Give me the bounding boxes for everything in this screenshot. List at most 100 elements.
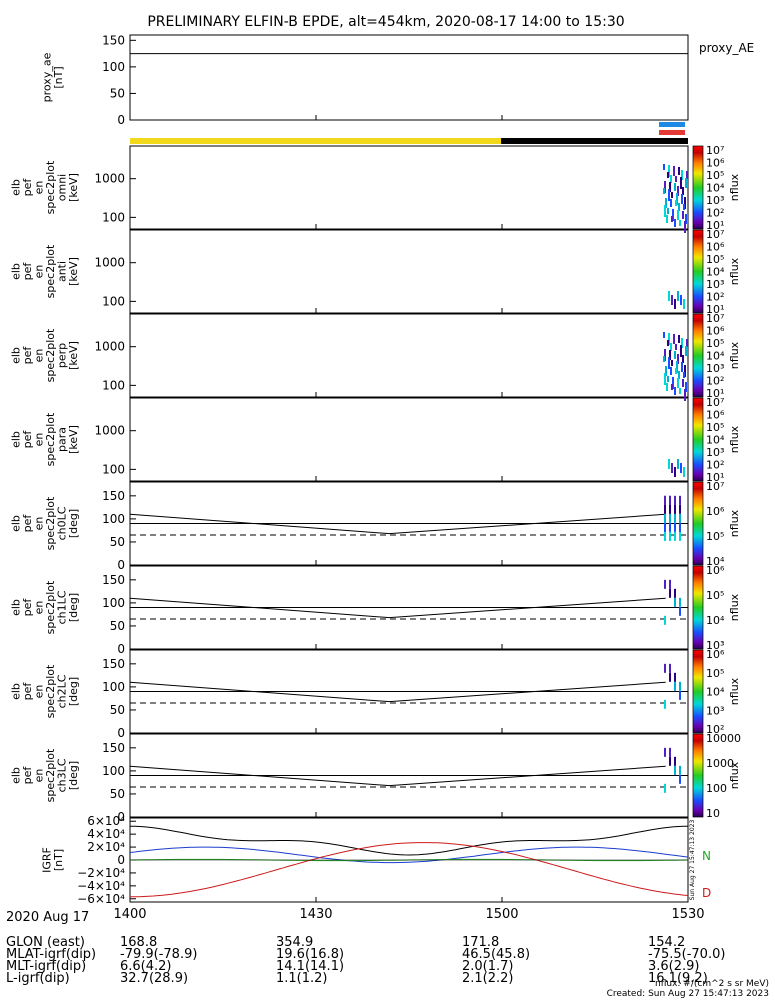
pitch-7-pixel xyxy=(664,663,666,673)
panel-8-tick-label: 150 xyxy=(102,741,125,755)
pitch-8-pixel xyxy=(679,765,681,775)
colorbar-3-tick: 10⁴ xyxy=(706,350,725,363)
colorbar-3-tick: 10³ xyxy=(706,362,724,375)
red-status-bar xyxy=(659,130,685,135)
panel-0-tick-label: 150 xyxy=(102,33,125,47)
panel-5-ylabel: pef xyxy=(21,514,34,533)
colorbar-2 xyxy=(692,229,704,314)
colorbar-2-tick: 10¹ xyxy=(706,303,724,316)
pitch-6-pixel xyxy=(664,579,666,589)
spectrogram-4-pixel xyxy=(680,463,682,473)
panel-1-tick-label: 100 xyxy=(102,210,125,224)
colorbar-1-tick: 10⁷ xyxy=(706,144,724,157)
pitch-5-pixel xyxy=(674,504,676,514)
colorbar-1-tick: 10³ xyxy=(706,194,724,207)
ephemeris-value: 6.6(4.2) xyxy=(120,959,172,974)
spectrogram-1-pixel xyxy=(684,197,686,209)
panel-7-ylabel: pef xyxy=(21,682,34,701)
spectrogram-3-pixel xyxy=(669,350,671,360)
spectrogram-3-pixel xyxy=(667,340,669,346)
ephemeris-value: 14.1(14.1) xyxy=(276,959,345,974)
panel-9-tick-label: 4×10⁴ xyxy=(87,827,125,841)
spectrogram-1-pixel xyxy=(682,211,684,219)
panel-0-tick-label: 50 xyxy=(110,86,125,100)
colorbar-8-tick: 100 xyxy=(706,782,727,795)
colorbar-4-tick: 10⁵ xyxy=(706,421,724,434)
panel-8-ylabel: en xyxy=(32,769,45,783)
proxy-ae-legend: proxy_AE xyxy=(699,41,754,55)
panel-9-tick-label: −6×10⁴ xyxy=(77,892,125,906)
spectrogram-1-pixel xyxy=(666,215,668,223)
pitch-5-pixel xyxy=(679,522,681,532)
panel-4-ylabel: para xyxy=(55,427,68,452)
colorbar-5-tick: 10⁴ xyxy=(706,555,725,568)
spectrogram-2-pixel xyxy=(677,291,679,301)
colorbar-1-tick: 10⁵ xyxy=(706,169,724,182)
spectrogram-3-pixel xyxy=(682,355,684,363)
panel-6-tick-label: 50 xyxy=(110,619,125,633)
colorbar-1-tick: 10² xyxy=(706,207,724,220)
panel-4-ylabel: pef xyxy=(21,430,34,449)
panel-9-ylabel: [nT] xyxy=(52,849,65,871)
pitch-5-pixel xyxy=(674,495,676,505)
spectrogram-1-pixel xyxy=(663,164,665,170)
pitch-5-pixel xyxy=(669,531,671,541)
panel-9-tick-label: −4×10⁴ xyxy=(77,879,125,893)
panel-frame-1 xyxy=(129,145,689,230)
ephemeris-value: -79.9(-78.9) xyxy=(120,947,198,962)
colorbar-7-tick: 10³ xyxy=(706,704,724,717)
colorbar-6-tick: 10⁶ xyxy=(706,564,725,577)
panel-3-ylabel: [keV] xyxy=(67,341,80,370)
panel-4-ylabel: elb xyxy=(9,431,22,448)
panel-8-ylabel: elb xyxy=(9,767,22,784)
pitch-6-pixel xyxy=(664,615,666,625)
spectrogram-3-pixel xyxy=(663,332,665,338)
loss-cone-line-8 xyxy=(129,765,666,787)
pitch-5-pixel xyxy=(674,522,676,532)
igrf-d-curve xyxy=(130,842,689,898)
igrf-legend-d: D xyxy=(702,886,711,900)
colorbar-4-tick: 10⁷ xyxy=(706,396,724,409)
panel-0-ylabel: [nT] xyxy=(52,66,65,88)
pitch-5-pixel xyxy=(664,495,666,505)
spectrogram-3-pixel xyxy=(666,383,668,391)
units-note: nflux: #/(cm^2 s sr MeV) xyxy=(655,979,769,989)
spectrogram-3-pixel xyxy=(671,384,673,390)
spectrogram-1-pixel xyxy=(686,171,688,179)
colorbar-2-label: nflux xyxy=(728,257,741,285)
colorbar-8-label: nflux xyxy=(728,761,741,789)
pitch-8-pixel xyxy=(669,756,671,766)
colorbar-8-tick: 1000 xyxy=(706,757,734,770)
pitch-6-pixel xyxy=(674,597,676,607)
spectrogram-1-pixel xyxy=(673,166,675,176)
spectrogram-2-pixel xyxy=(680,295,682,305)
pitch-8-pixel xyxy=(664,747,666,757)
spectrogram-2-pixel xyxy=(671,295,673,305)
spectrogram-1-pixel xyxy=(672,209,674,221)
colorbar-5-label: nflux xyxy=(728,509,741,537)
panel-3-ylabel: spec2plot xyxy=(44,328,57,382)
panel-frame-4 xyxy=(129,397,689,482)
igrf-n-curve xyxy=(129,846,689,864)
panel-2-ylabel: en xyxy=(32,265,45,279)
spectrogram-3-pixel xyxy=(664,373,666,385)
panel-5-tick-label: 150 xyxy=(102,489,125,503)
pitch-5-pixel xyxy=(679,513,681,523)
spectrogram-1-pixel xyxy=(685,178,687,188)
spectrogram-1-pixel xyxy=(668,189,670,201)
panel-6-ylabel: ch1LC xyxy=(55,590,68,624)
colorbar-5-tick: 10⁷ xyxy=(706,480,724,493)
spectrogram-1-pixel xyxy=(680,177,682,189)
panel-4-tick-label: 100 xyxy=(102,462,125,476)
spectrogram-2-pixel xyxy=(683,299,685,309)
panel-6-tick-label: 150 xyxy=(102,573,125,587)
panel-0-tick-label: 100 xyxy=(102,60,125,74)
colorbar-7-label: nflux xyxy=(728,677,741,705)
colorbar-3-tick: 10² xyxy=(706,375,724,388)
colorbar-6-tick: 10³ xyxy=(706,639,724,652)
pitch-7-pixel xyxy=(669,663,671,673)
panel-9-tick-label: −2×10⁴ xyxy=(77,866,125,880)
spectrogram-1-pixel xyxy=(683,204,685,210)
colorbar-1 xyxy=(692,145,704,230)
panel-7-ylabel: [deg] xyxy=(67,677,80,706)
